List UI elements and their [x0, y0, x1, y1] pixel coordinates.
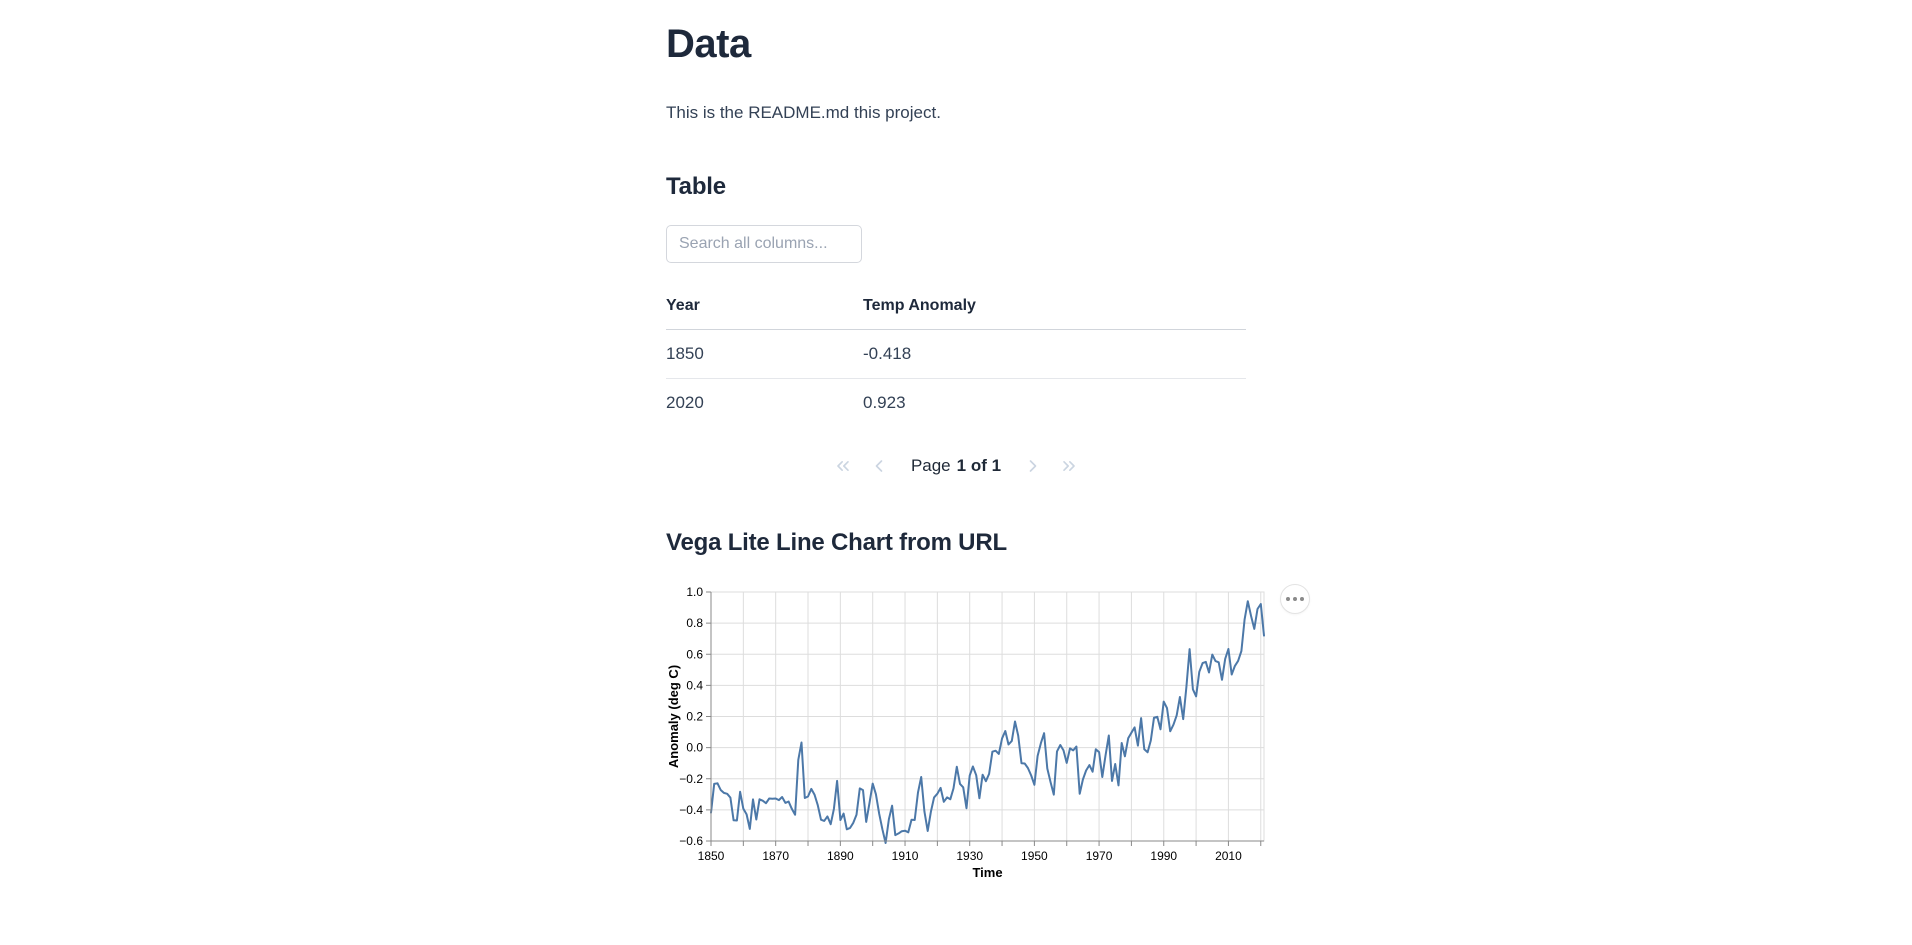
vega-chart: −0.6 −0.4 −0.2 0.0 0.2 0.4 0.6 0.8 1.0 1850 1870 18… [666, 580, 1314, 885]
page-count: 1 of 1 [956, 456, 1002, 475]
table-row: 2020 0.923 [666, 378, 1246, 427]
data-table: Year Temp Anomaly 1850 -0.418 2020 0.923 [666, 283, 1246, 427]
svg-text:1970: 1970 [1086, 849, 1113, 863]
chart-section-title: Vega Lite Line Chart from URL [666, 529, 1007, 556]
table-row: 1850 -0.418 [666, 330, 1246, 379]
column-header-temp-anomaly: Temp Anomaly [863, 283, 1246, 330]
svg-text:−0.6: −0.6 [679, 834, 703, 848]
chevron-right-icon [1023, 456, 1043, 476]
main-content: Data This is the README.md this project.… [666, 0, 1310, 885]
svg-text:1990: 1990 [1150, 849, 1177, 863]
table-header-row: Year Temp Anomaly [666, 283, 1246, 330]
table-body: 1850 -0.418 2020 0.923 [666, 330, 1246, 427]
first-page-button[interactable] [831, 454, 855, 478]
svg-text:−0.4: −0.4 [679, 803, 703, 817]
table-cell: -0.418 [863, 344, 912, 363]
previous-page-button[interactable] [867, 454, 891, 478]
chart-section: Vega Lite Line Chart from URL −0.6 −0.4 −0… [666, 527, 1310, 885]
svg-text:1910: 1910 [892, 849, 919, 863]
table-cell: 2020 [666, 378, 863, 427]
table-cell: 0.923 [863, 378, 1246, 427]
readme-text: This is the README.md this project. [666, 103, 941, 122]
svg-text:0.6: 0.6 [686, 647, 703, 661]
svg-text:1890: 1890 [827, 849, 854, 863]
pagination: Page 1 of 1 [666, 451, 1246, 481]
last-page-button[interactable] [1057, 454, 1081, 478]
search-input[interactable] [666, 225, 862, 263]
svg-text:Time: Time [972, 865, 1002, 880]
svg-text:Anomaly (deg C): Anomaly (deg C) [666, 665, 681, 768]
svg-text:1.0: 1.0 [686, 585, 703, 599]
page-status: Page 1 of 1 [903, 456, 1009, 476]
ellipsis-menu-icon [1286, 597, 1304, 601]
svg-text:0.4: 0.4 [686, 678, 703, 692]
column-header-year: Year [666, 283, 863, 330]
svg-text:1930: 1930 [956, 849, 983, 863]
svg-text:1950: 1950 [1021, 849, 1048, 863]
svg-text:1870: 1870 [762, 849, 789, 863]
double-chevron-left-icon [833, 456, 853, 476]
svg-text:2010: 2010 [1215, 849, 1242, 863]
table-section-title: Table [666, 173, 726, 200]
chevron-left-icon [869, 456, 889, 476]
page-label: Page [910, 456, 951, 475]
table-cell: 1850 [666, 344, 704, 363]
next-page-button[interactable] [1021, 454, 1045, 478]
line-chart-canvas: −0.6 −0.4 −0.2 0.0 0.2 0.4 0.6 0.8 1.0 1850 1870 18… [666, 585, 1265, 880]
chart-actions-button[interactable] [1280, 584, 1310, 614]
svg-text:0.8: 0.8 [686, 616, 703, 630]
svg-text:0.2: 0.2 [686, 710, 703, 724]
svg-text:1850: 1850 [698, 849, 725, 863]
table-section: Table Year Temp Anomaly 1850-0.41820200.… [666, 171, 1246, 481]
page-title: Data [666, 22, 751, 66]
svg-text:−0.2: −0.2 [679, 772, 703, 786]
svg-text:0.0: 0.0 [686, 741, 703, 755]
double-chevron-right-icon [1059, 456, 1079, 476]
